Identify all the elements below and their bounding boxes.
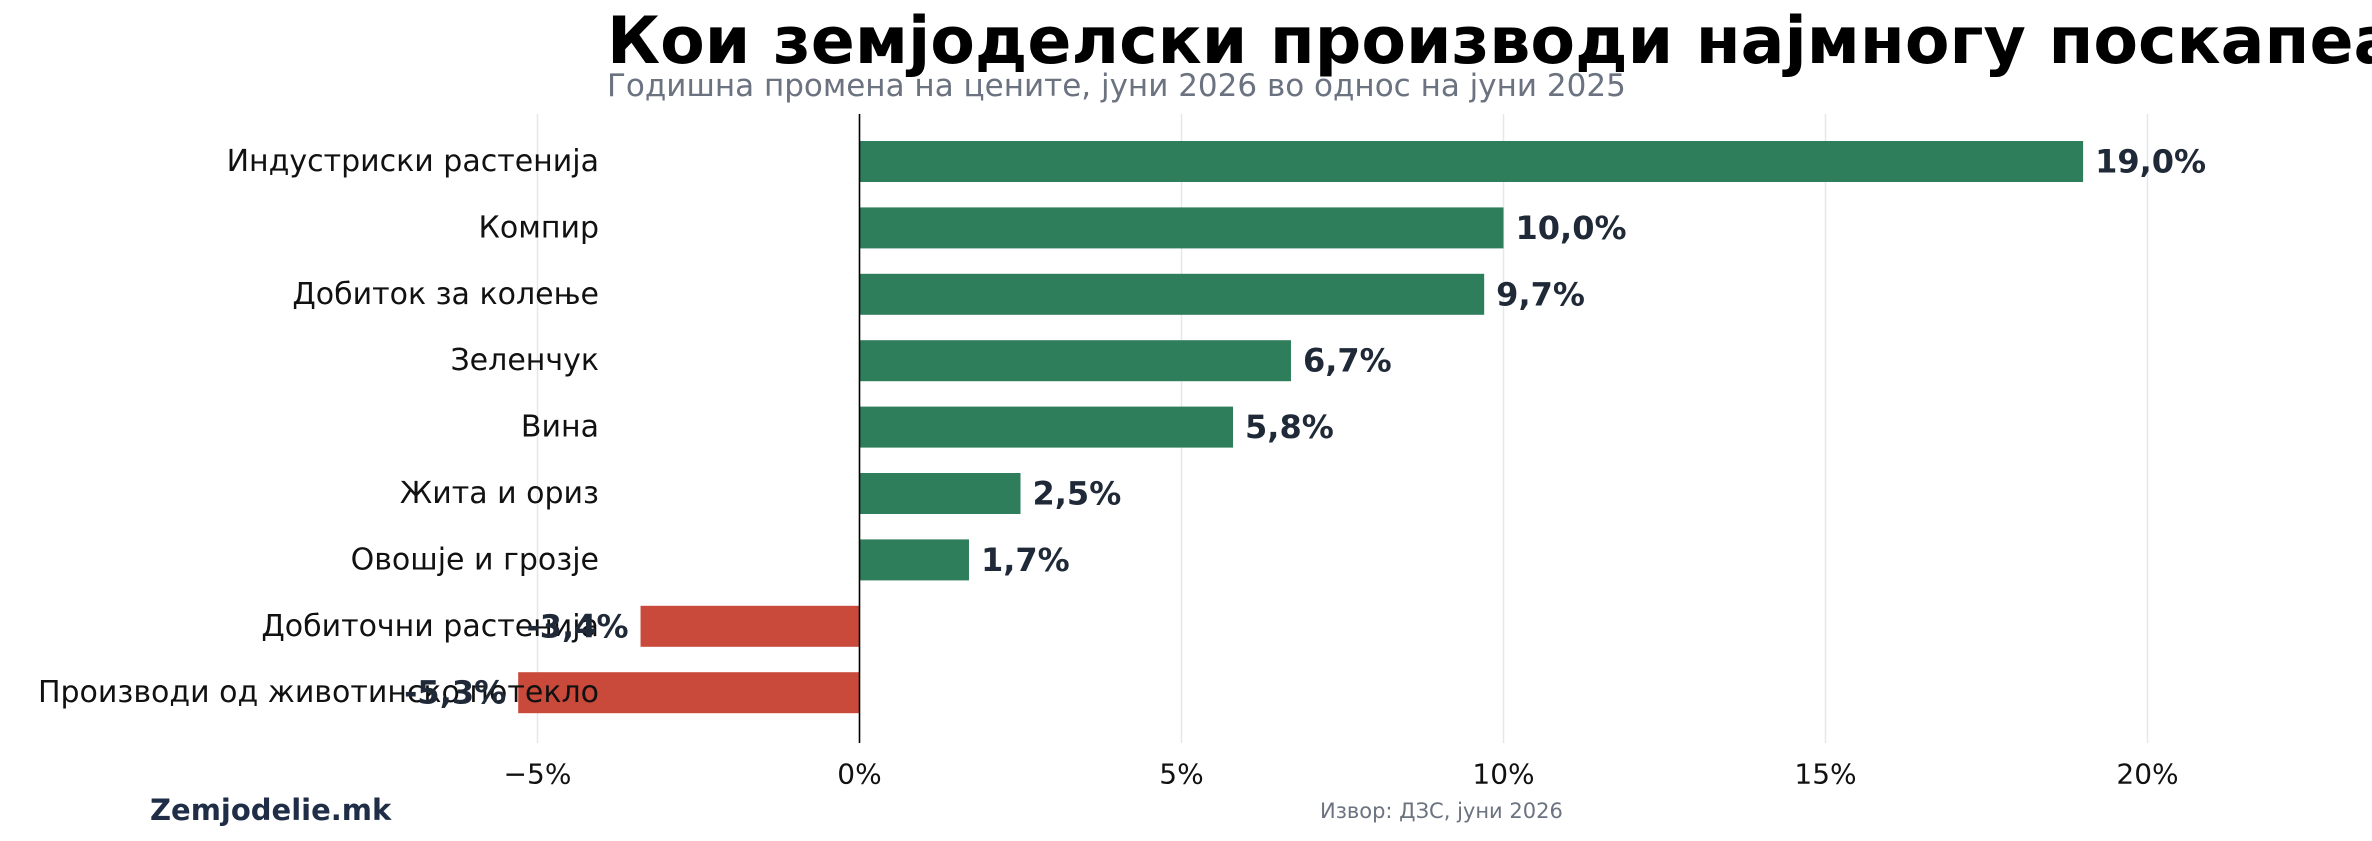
value-label: 10,0% [1516,209,1627,247]
category-label: Овошје и грозје [351,542,599,577]
chart-subtitle: Годишна промена на цените, јуни 2026 во … [607,68,1626,104]
value-label: 1,7% [981,541,1070,579]
category-label: Компир [479,210,599,245]
bar [640,605,860,647]
chart-title: Кои земјоделски производи најмногу поска… [607,4,2372,79]
category-label: Жита и ориз [400,476,599,511]
value-label: 9,7% [1496,275,1585,313]
bar [518,672,860,714]
brand-label: Zemjodelie.mk [150,793,392,827]
x-tick-label: 5% [1159,758,1203,791]
category-label: Добиточни растенија [261,609,599,644]
bar [859,406,1234,448]
value-label: 5,8% [1245,408,1334,446]
bar [859,539,969,581]
value-label: 6,7% [1303,342,1392,380]
bar [859,273,1485,315]
x-tick-label: 20% [2116,758,2178,791]
category-label: Индустриски растенија [227,144,599,179]
source-note: Извор: ДЗС, јуни 2026 [1320,799,1563,823]
value-label: 19,0% [2095,143,2206,181]
category-label: Вина [521,410,599,445]
category-label: Добиток за колење [292,277,599,312]
value-label: -3,4% [527,607,629,645]
bar [859,473,1021,514]
bar [859,207,1504,249]
x-tick-label: 10% [1472,758,1534,791]
value-label: -5,3% [404,674,506,712]
value-label: 2,5% [1033,475,1122,513]
x-tick-label: 0% [837,758,881,791]
bar [859,340,1291,382]
category-label: Зеленчук [450,343,599,378]
x-tick-label: 15% [1794,758,1856,791]
category-label: Производи од животинско потекло [38,675,599,710]
x-tick-label: −5% [504,758,572,791]
bar [859,141,2084,182]
